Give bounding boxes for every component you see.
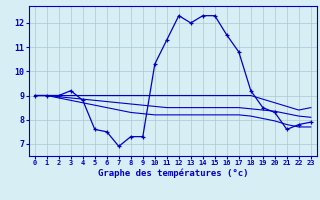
X-axis label: Graphe des températures (°c): Graphe des températures (°c) (98, 169, 248, 178)
